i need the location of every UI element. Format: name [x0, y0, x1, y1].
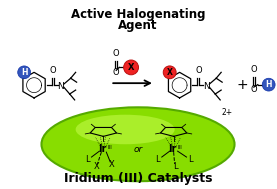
Text: Agent: Agent [118, 19, 158, 32]
Text: O: O [113, 68, 120, 77]
Text: X: X [94, 162, 99, 171]
Text: O: O [195, 66, 202, 75]
Text: Iridium (III) Catalysts: Iridium (III) Catalysts [64, 172, 212, 185]
Circle shape [262, 78, 275, 91]
Text: N: N [203, 82, 210, 91]
Text: O: O [250, 65, 257, 74]
Ellipse shape [76, 115, 175, 144]
Text: +: + [236, 78, 248, 92]
Text: N: N [57, 82, 64, 91]
Text: L: L [188, 155, 193, 163]
Circle shape [124, 60, 138, 75]
Text: III: III [178, 145, 183, 150]
Text: X: X [167, 68, 173, 77]
Text: Ir: Ir [98, 144, 107, 154]
Text: L: L [155, 155, 160, 163]
Text: H: H [21, 68, 27, 77]
Text: L: L [85, 155, 90, 163]
Text: H: H [265, 80, 272, 89]
Text: or: or [134, 145, 143, 154]
Ellipse shape [42, 107, 235, 181]
Text: O: O [50, 66, 56, 75]
Text: O: O [113, 49, 120, 58]
Circle shape [18, 66, 30, 79]
Text: X: X [128, 63, 134, 72]
Text: Ir: Ir [168, 144, 177, 154]
Text: Active Halogenating: Active Halogenating [71, 8, 205, 21]
Text: III: III [107, 145, 112, 150]
Text: 2+: 2+ [221, 108, 232, 117]
Circle shape [163, 66, 176, 79]
Text: X: X [108, 160, 114, 170]
Text: L: L [173, 162, 178, 171]
Text: O: O [250, 85, 257, 94]
